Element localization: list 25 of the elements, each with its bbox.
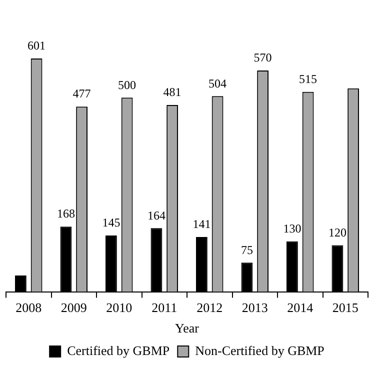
x-tick-label: 2011 [152,300,178,316]
data-label: 515 [299,72,318,86]
data-label: 570 [254,50,272,65]
x-tick-label: 2013 [242,300,268,316]
data-label: 164 [147,208,166,222]
x-tick-label: 2008 [16,300,42,316]
data-label: 141 [192,217,211,232]
data-label: 75 [240,242,253,257]
data-label: 601 [28,38,46,53]
x-tick-label: 2010 [106,300,132,316]
x-axis-title: Year [175,320,200,336]
data-label: 168 [56,206,75,221]
x-tick-label: 2015 [332,300,358,316]
data-label: 504 [208,76,227,90]
legend-label: Certified by GBMP [67,342,170,358]
x-tick-label: 2014 [287,300,314,316]
x-tick-label: 2009 [60,300,87,316]
data-label: 145 [102,216,120,230]
data-label: 120 [328,225,346,240]
x-tick-label: 2012 [196,300,223,316]
legend-label: Non-Certified by GBMP [195,342,324,358]
data-label: 481 [163,85,182,100]
data-label: 477 [72,86,91,101]
data-label: 500 [118,78,136,92]
data-label: 130 [283,221,302,236]
